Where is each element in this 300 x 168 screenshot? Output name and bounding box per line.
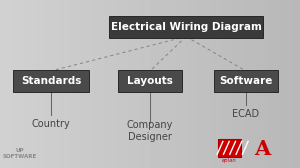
Text: eplan: eplan: [222, 158, 237, 163]
Text: Company
Designer: Company Designer: [127, 120, 173, 142]
FancyBboxPatch shape: [13, 70, 89, 92]
Text: Software: Software: [219, 76, 273, 86]
Text: Standards: Standards: [21, 76, 81, 86]
Text: Country: Country: [32, 119, 70, 129]
FancyBboxPatch shape: [218, 139, 241, 157]
Text: Electrical Wiring Diagram: Electrical Wiring Diagram: [111, 22, 261, 32]
FancyBboxPatch shape: [214, 70, 278, 92]
Text: Layouts: Layouts: [127, 76, 173, 86]
Text: ECAD: ECAD: [232, 109, 260, 119]
Text: UP
SOFTWARE: UP SOFTWARE: [2, 148, 37, 159]
Text: A: A: [254, 139, 271, 159]
FancyBboxPatch shape: [109, 16, 263, 38]
FancyBboxPatch shape: [118, 70, 182, 92]
